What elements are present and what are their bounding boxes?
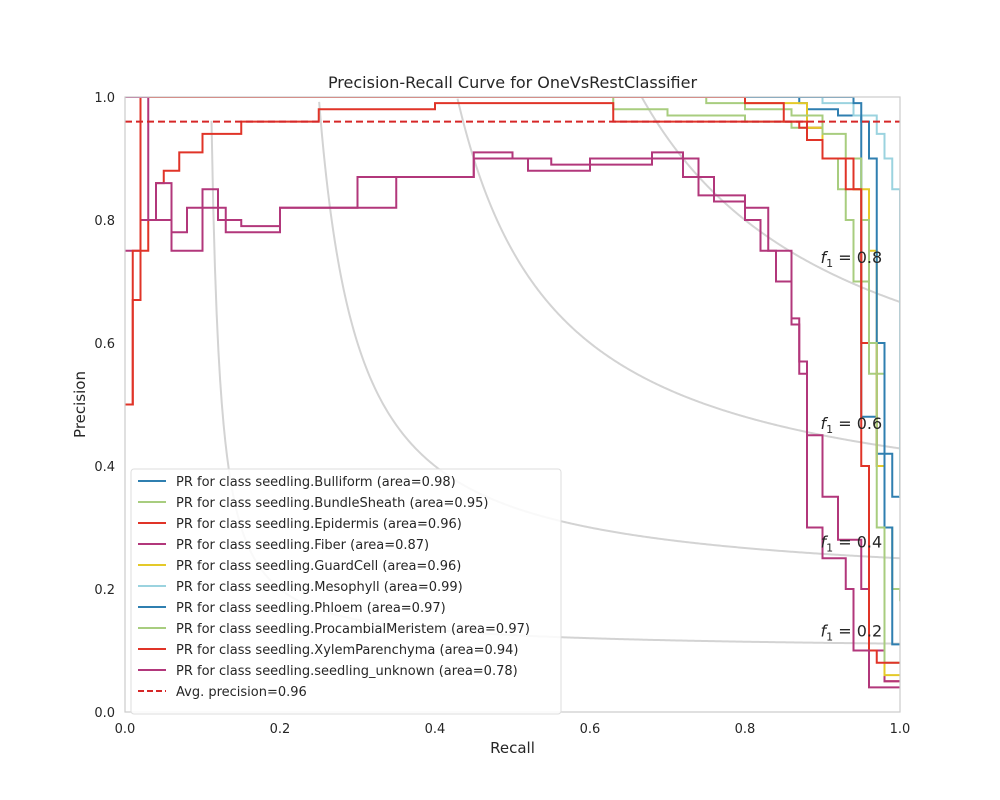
y-axis-title: Precision bbox=[71, 371, 89, 438]
legend-label: PR for class seedling.Phloem (area=0.97) bbox=[176, 601, 446, 616]
x-tick-label: 0.4 bbox=[425, 722, 446, 737]
iso-f1-curve bbox=[456, 98, 900, 450]
legend-label: PR for class seedling.seedling_unknown (… bbox=[176, 664, 518, 679]
legend-label: PR for class seedling.BundleSheath (area… bbox=[176, 496, 488, 511]
y-tick-label: 0.4 bbox=[94, 460, 115, 475]
series-line bbox=[125, 97, 900, 689]
legend-label: PR for class seedling.Mesophyll (area=0.… bbox=[176, 580, 463, 595]
series-line bbox=[125, 97, 900, 646]
chart-title: Precision-Recall Curve for OneVsRestClas… bbox=[328, 73, 698, 92]
iso-f1-label: f1 = 0.6 bbox=[821, 414, 883, 436]
x-axis-title: Recall bbox=[490, 739, 535, 757]
legend-label: PR for class seedling.ProcambialMeristem… bbox=[176, 622, 530, 637]
series-line bbox=[125, 97, 900, 664]
x-tick-label: 0.0 bbox=[115, 722, 136, 737]
iso-f1-curve bbox=[641, 97, 900, 303]
y-tick-label: 0.0 bbox=[94, 706, 115, 721]
axis-ticks: 0.0 0.2 0.4 0.6 0.8 1.0 0.0 0.2 0.4 0.6 0.8 1.0 bbox=[94, 91, 910, 737]
legend-label: PR for class seedling.GuardCell (area=0.… bbox=[176, 559, 461, 574]
x-tick-label: 0.2 bbox=[270, 722, 291, 737]
iso-f1-label: f1 = 0.2 bbox=[821, 622, 883, 644]
legend-box bbox=[130, 468, 562, 715]
iso-f1-label: f1 = 0.8 bbox=[821, 248, 883, 270]
series-line bbox=[125, 97, 900, 664]
series-line bbox=[125, 97, 900, 497]
y-tick-label: 1.0 bbox=[94, 91, 115, 106]
series-line bbox=[125, 151, 900, 683]
legend-label: PR for class seedling.XylemParenchyma (a… bbox=[176, 643, 519, 658]
legend-label: PR for class seedling.Fiber (area=0.87) bbox=[176, 538, 429, 553]
y-tick-label: 0.8 bbox=[94, 214, 115, 229]
x-tick-label: 0.8 bbox=[735, 722, 756, 737]
pr-series-lines bbox=[125, 97, 900, 689]
y-tick-label: 0.6 bbox=[94, 337, 115, 352]
legend-label: PR for class seedling.Bulliform (area=0.… bbox=[176, 475, 456, 490]
iso-f1-label: f1 = 0.4 bbox=[821, 533, 883, 555]
legend: PR for class seedling.Bulliform (area=0.… bbox=[130, 468, 562, 715]
iso-f1-curve bbox=[318, 101, 900, 560]
y-tick-label: 0.2 bbox=[94, 583, 115, 598]
x-tick-label: 1.0 bbox=[890, 722, 911, 737]
legend-label: Avg. precision=0.96 bbox=[176, 685, 307, 700]
legend-label: PR for class seedling.Epidermis (area=0.… bbox=[176, 517, 462, 532]
x-tick-label: 0.6 bbox=[580, 722, 601, 737]
